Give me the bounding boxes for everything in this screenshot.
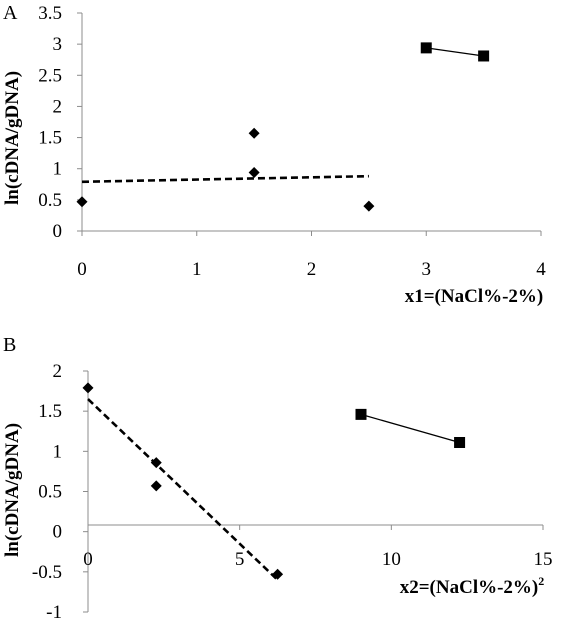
panel-b-x-axis-title-superscript: 2 (538, 574, 544, 588)
panel-b-square-series-line (360, 413, 460, 444)
panel-a-square-point (420, 42, 432, 54)
panel-a-diamond-point (363, 200, 375, 212)
panel-a-x-axis-title: x1=(NaCl%-2%) (405, 286, 544, 307)
panel-a-label: A (3, 2, 18, 24)
panel-a-y-tick-label: 0.5 (38, 190, 62, 211)
panel-a-x-tick-label: 4 (536, 259, 546, 280)
panel-a-diamond-point (248, 166, 260, 178)
panel-b-y-axis-title: ln(cDNA/gDNA) (2, 423, 23, 557)
panel-b-x-tick-label: 5 (235, 549, 245, 570)
panel-b-dashed-trendline (87, 398, 279, 581)
panel-a-x-tick-label: 1 (192, 259, 202, 280)
panel-b-x-axis-title-main: x2=(NaCl%-2%) (400, 577, 539, 598)
panel-b-square-point (454, 436, 466, 448)
panel-b-label: B (3, 334, 16, 356)
panel-a-y-tick-label: 3 (53, 34, 63, 55)
panel-a-x-tick-label: 3 (422, 259, 432, 280)
panel-a-y-tick-label: 1.5 (38, 128, 62, 149)
panel-a-y-axis-title: ln(cDNA/gDNA) (2, 71, 23, 205)
panel-a-y-tick-label: 2.5 (38, 65, 62, 86)
panel-b-diamond-point (150, 480, 162, 492)
panel-b-diamond-point (272, 568, 284, 580)
panel-a-x-tick-label: 0 (77, 259, 87, 280)
panel-b-chart: B ln(cDNA/gDNA) x2=(NaCl%-2%)2 -1-0.500.… (2, 334, 553, 621)
panel-b-square-point (355, 408, 367, 420)
panel-a-x-tick-label: 2 (307, 259, 317, 280)
panel-a-dashed-trendline (81, 174, 369, 184)
panel-b-y-tick-label: 0 (53, 522, 63, 543)
panel-b-y-tick-label: -1 (46, 602, 62, 621)
panel-b-diamond-point (150, 457, 162, 469)
panel-b-y-tick-label: 1.5 (38, 401, 62, 422)
panel-a-chart: A ln(cDNA/gDNA) x1=(NaCl%-2%) 0 0.5 1 1.5 2 2… (2, 2, 546, 307)
panel-b-x-tick-label: 15 (534, 549, 553, 570)
panel-a-diamond-point (76, 196, 88, 208)
panel-b-y-tick-label: 2 (53, 361, 63, 382)
panel-a-square-point (478, 50, 490, 62)
panel-b-diamond-point (82, 382, 94, 394)
panel-b-y-tick-label: -0.5 (32, 562, 62, 583)
panel-b-x-tick-label: 0 (83, 549, 93, 570)
panel-a-diamond-point (248, 127, 260, 139)
panel-a-y-tick-label: 0 (53, 221, 63, 242)
panel-b-x-tick-label: 10 (382, 549, 401, 570)
panel-a-square-series-line (426, 47, 484, 57)
panel-a-y-tick-label: 2 (53, 96, 63, 117)
panel-b-y-tick-label: 1 (53, 441, 63, 462)
panel-b-y-tick-label: 0.5 (38, 482, 62, 503)
panel-b-x-axis-title: x2=(NaCl%-2%)2 (400, 574, 545, 598)
panel-a-y-tick-label: 3.5 (38, 3, 62, 24)
panel-a-y-tick-label: 1 (53, 159, 63, 180)
